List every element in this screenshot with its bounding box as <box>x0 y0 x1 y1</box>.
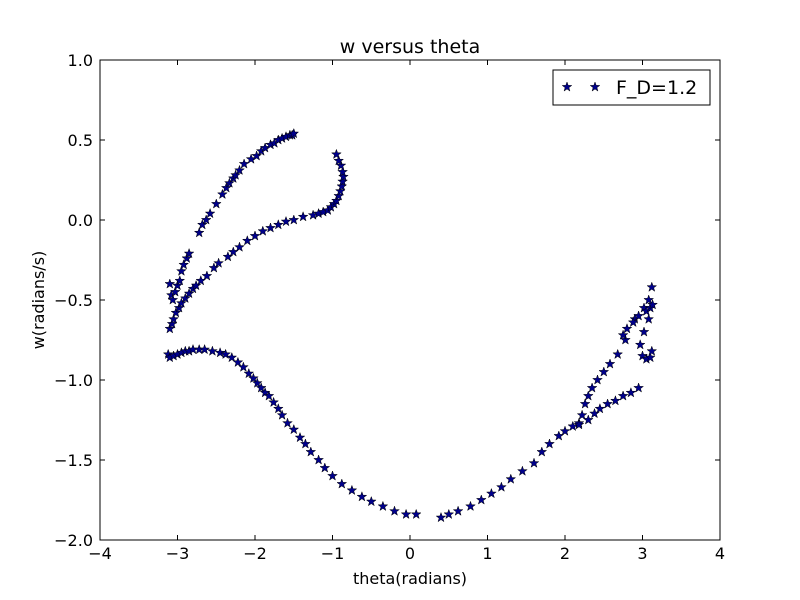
data-point <box>410 508 422 519</box>
data-point <box>553 430 565 441</box>
data-point <box>276 409 288 420</box>
y-tick-label: −1.5 <box>54 451 93 470</box>
data-point <box>356 491 368 502</box>
data-point <box>625 387 637 398</box>
data-point <box>400 508 412 519</box>
data-point <box>633 382 644 393</box>
data-point <box>346 484 358 495</box>
data-point <box>646 345 658 356</box>
legend-box <box>552 69 711 106</box>
data-point <box>377 500 389 511</box>
data-point <box>443 508 455 519</box>
data-point <box>594 403 606 414</box>
data-point <box>294 432 306 443</box>
data-point <box>576 409 588 420</box>
x-tick-label: −2 <box>243 544 267 563</box>
data-point <box>646 281 658 292</box>
data-point <box>238 158 250 169</box>
data-point <box>452 505 464 516</box>
y-tick-label: −0.5 <box>54 291 93 310</box>
data-point <box>282 417 293 428</box>
data-point <box>232 356 244 367</box>
legend-label: F_D=1.2 <box>616 77 697 99</box>
data-point <box>602 398 613 409</box>
data-point <box>476 494 487 505</box>
data-point <box>217 188 228 199</box>
data-point <box>505 473 517 484</box>
data-point <box>366 496 377 507</box>
data-point <box>211 198 222 209</box>
data-point <box>604 358 616 369</box>
data-point <box>583 414 594 425</box>
x-tick-label: 3 <box>637 544 647 563</box>
chart-title: w versus theta <box>340 36 480 58</box>
data-point <box>486 488 497 499</box>
x-tick-label: 1 <box>482 544 492 563</box>
data-point <box>643 313 654 324</box>
y-tick-label: 0.0 <box>68 211 93 230</box>
data-point <box>573 419 585 430</box>
data-point <box>201 270 213 281</box>
data-point <box>257 225 269 236</box>
data-point <box>638 326 650 337</box>
y-tick-label: −2.0 <box>54 531 93 550</box>
data-point <box>389 505 400 516</box>
data-point <box>465 500 476 511</box>
data-point <box>288 424 300 435</box>
data-point <box>544 438 555 449</box>
data-point <box>435 512 447 523</box>
y-tick-label: 1.0 <box>68 51 93 70</box>
plot-frame <box>99 59 721 541</box>
data-point <box>559 425 571 436</box>
data-point <box>213 257 224 268</box>
data-point <box>280 216 292 227</box>
legend: F_D=1.2 <box>552 69 711 106</box>
data-point <box>228 246 239 257</box>
y-tick-label: 0.5 <box>68 131 93 150</box>
data-point <box>617 390 629 401</box>
x-tick-label: −1 <box>321 544 345 563</box>
data-point <box>207 345 218 356</box>
data-point <box>297 211 309 222</box>
data-point <box>195 275 207 286</box>
x-tick-label: −4 <box>88 544 112 563</box>
data-point <box>313 454 324 465</box>
data-point <box>178 259 189 270</box>
data-point <box>164 278 176 289</box>
y-axis: −2.0 −1.5 −1.0 −0.5 0.0 0.5 1.0 <box>54 51 720 550</box>
x-tick-label: 0 <box>405 544 415 563</box>
y-axis-label: w(radians/s) <box>29 251 48 350</box>
x-axis: −4 −3 −2 −1 0 1 2 3 4 <box>88 60 725 563</box>
data-point <box>598 366 610 377</box>
x-tick-label: −3 <box>166 544 190 563</box>
data-point <box>305 446 317 457</box>
data-point <box>586 382 598 393</box>
x-tick-label: 4 <box>715 544 725 563</box>
data-point <box>249 230 261 241</box>
y-tick-label: −1.0 <box>54 371 93 390</box>
data-point <box>496 481 507 492</box>
x-axis-label: theta(radians) <box>353 569 467 588</box>
data-point <box>265 222 276 233</box>
data-point <box>327 470 338 481</box>
data-point <box>319 462 331 473</box>
data-point <box>288 214 300 225</box>
data-point <box>273 219 284 230</box>
x-tick-label: 2 <box>560 544 570 563</box>
data-point <box>331 148 342 159</box>
data-point <box>336 478 348 489</box>
data-point <box>528 457 540 468</box>
data-point <box>610 395 621 406</box>
data-point <box>536 446 548 457</box>
data-point <box>517 465 528 476</box>
data-point <box>612 348 623 359</box>
data-point <box>234 241 245 252</box>
data-point <box>634 339 646 350</box>
scatter-points <box>162 128 658 523</box>
data-point <box>242 235 253 246</box>
